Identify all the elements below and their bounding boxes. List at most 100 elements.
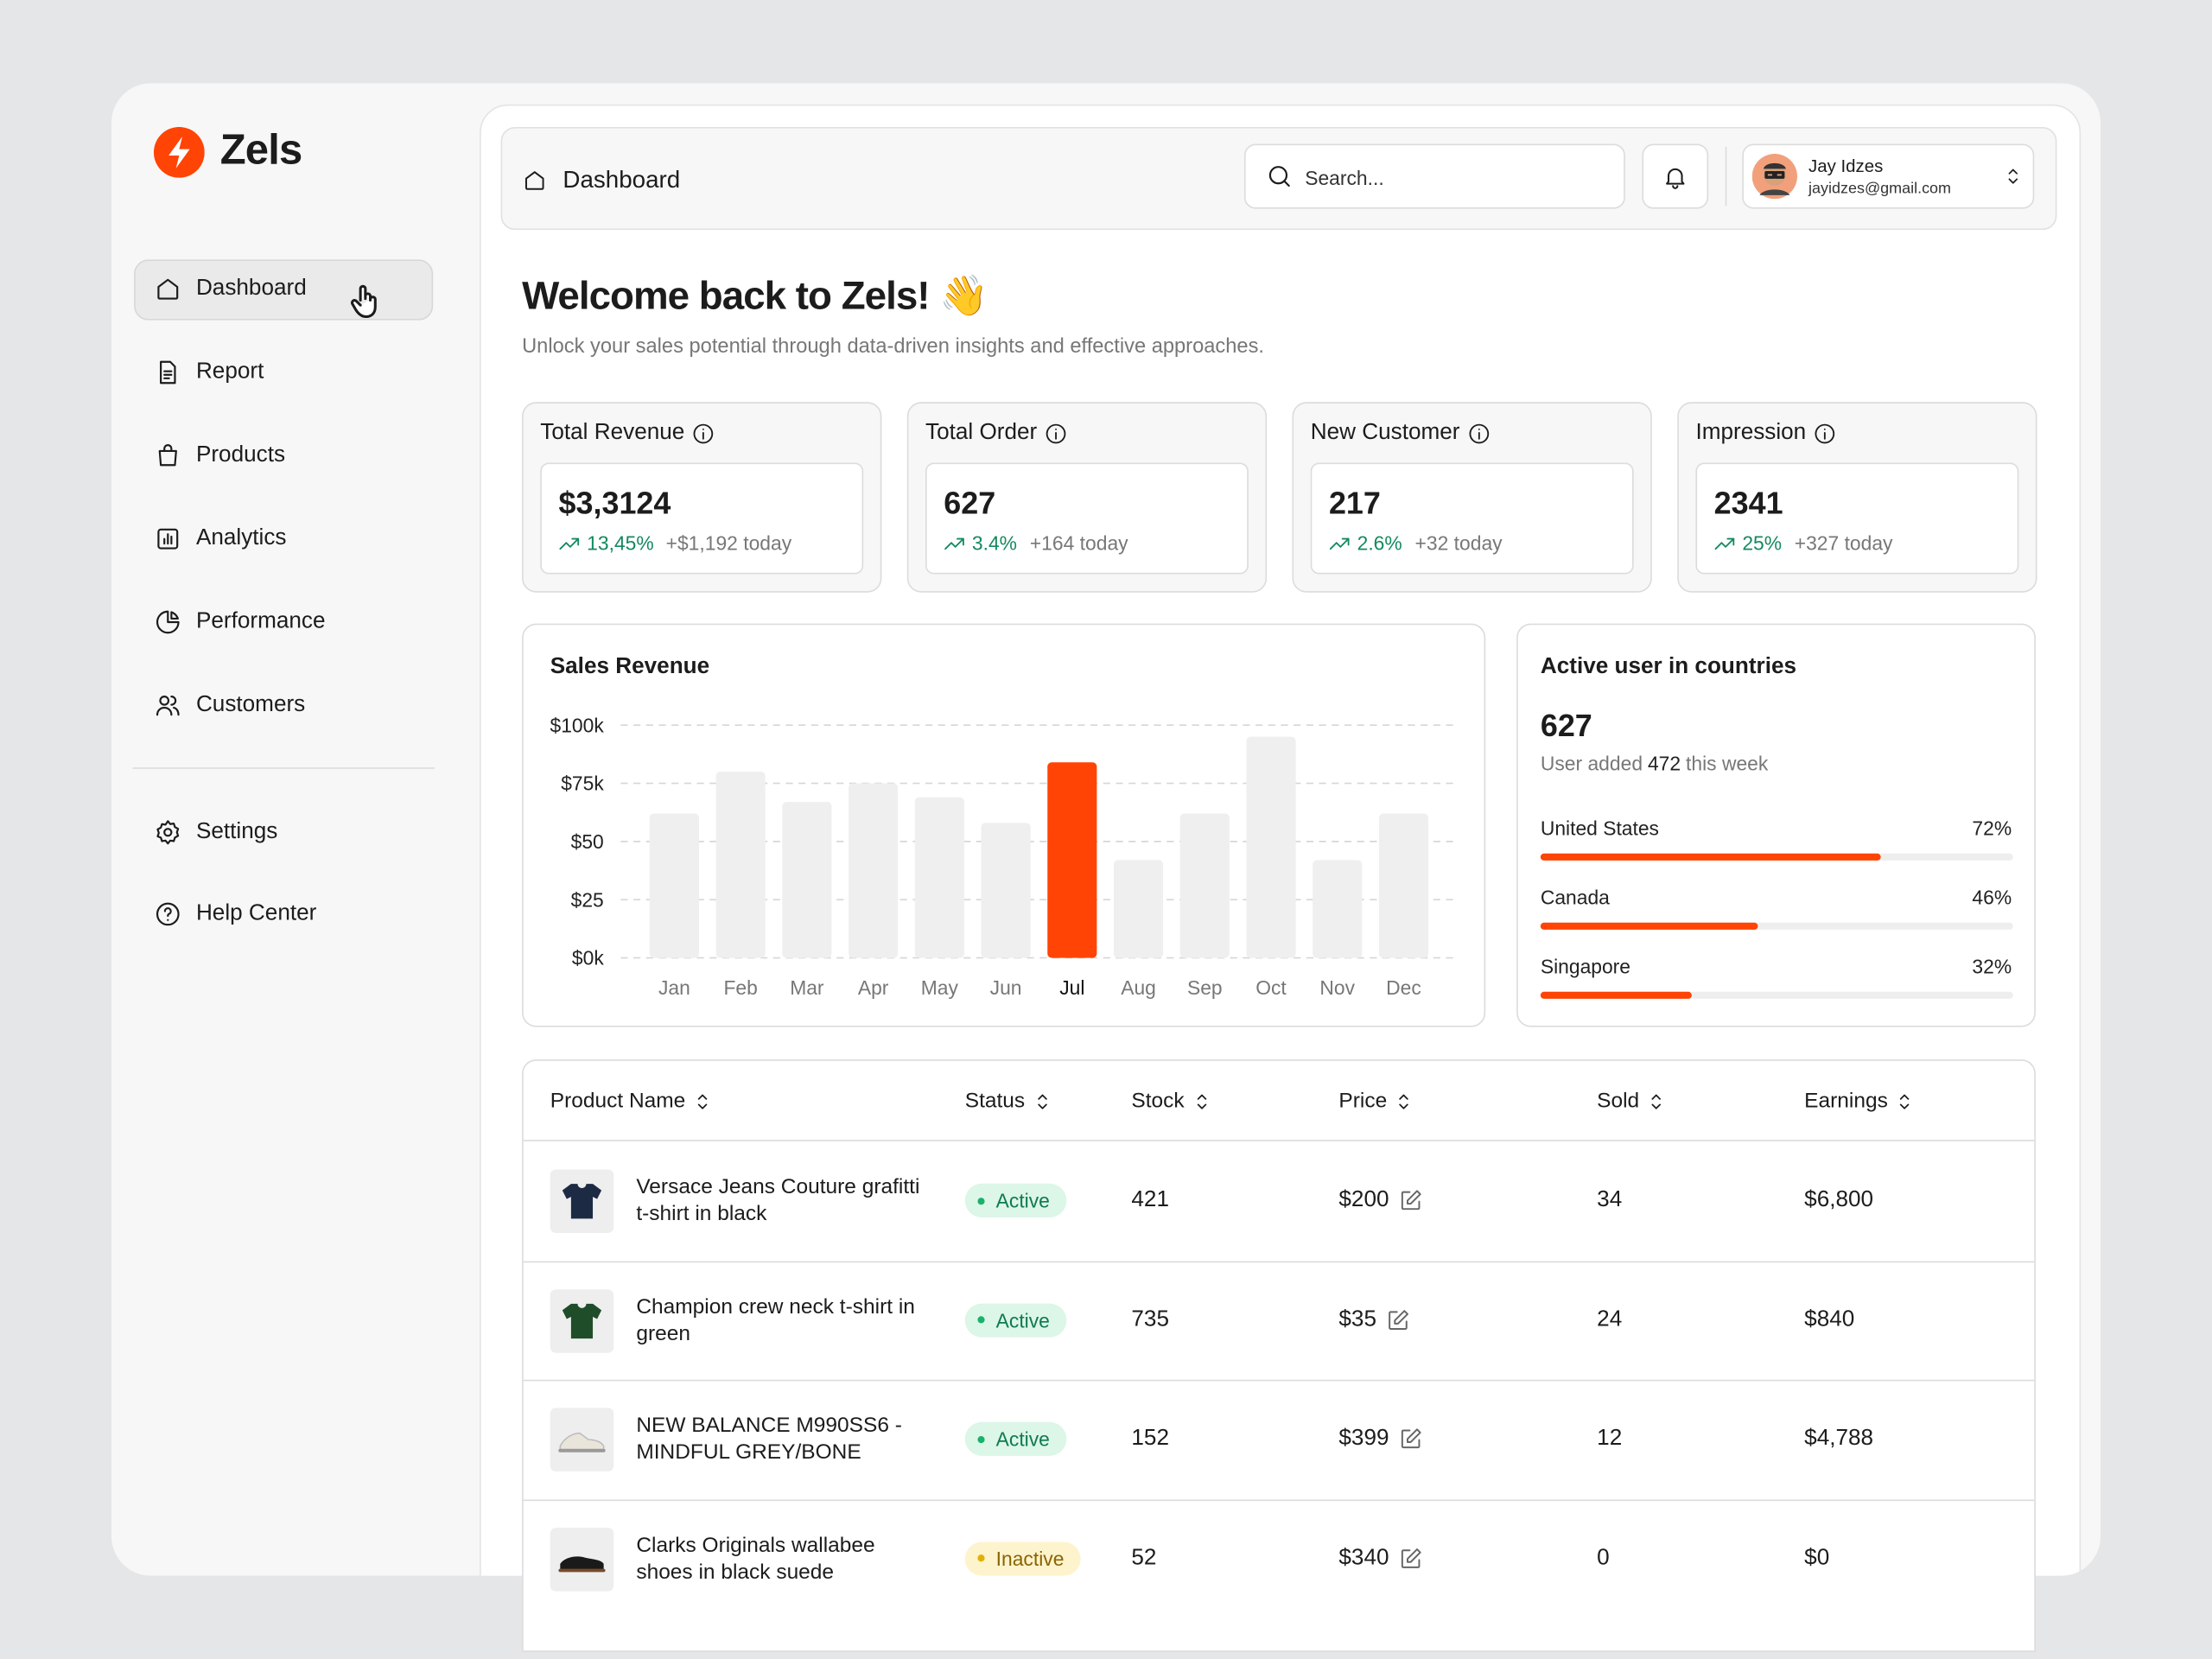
nav-item[interactable]: Settings [195, 819, 278, 844]
note-before: User added [1540, 752, 1643, 775]
bell-icon [1666, 168, 1685, 189]
user-email: jayidzes@gmail.com [1808, 180, 1952, 198]
separator [1725, 146, 1727, 207]
brand: Zels [219, 126, 303, 174]
table-cell: $340 [1338, 1545, 1389, 1570]
nav-icon [160, 360, 176, 385]
note-count: 472 [1647, 752, 1681, 775]
icon-part [562, 1303, 602, 1338]
chart-card [522, 623, 1486, 1027]
icon-part [1341, 537, 1350, 546]
edit-icon [1401, 1428, 1421, 1449]
icon-part [156, 902, 180, 926]
icon-part [156, 610, 180, 634]
nav-item[interactable]: Analytics [195, 525, 287, 550]
table-cell: $200 [1338, 1187, 1389, 1212]
nav-icon [156, 820, 180, 845]
stat-inner [925, 462, 1249, 575]
column-header[interactable]: Sold [1597, 1089, 1640, 1114]
icon-part [168, 136, 190, 168]
sort-icon [1899, 1094, 1910, 1109]
icon-part [957, 537, 964, 546]
product-image [562, 1184, 602, 1219]
icon-part [163, 444, 173, 452]
table-card [522, 1059, 2036, 1652]
nav-icon [157, 528, 179, 550]
icon-part [1407, 1428, 1421, 1443]
avatar [1751, 153, 1797, 200]
status-dot [977, 1197, 985, 1205]
icon-part [1407, 1190, 1421, 1205]
table-cell: 24 [1597, 1306, 1623, 1332]
stat-value: 2341 [1713, 485, 1783, 521]
row-line [523, 1379, 2035, 1382]
nav-item[interactable]: Help Center [195, 901, 317, 926]
nav-item[interactable]: Report [195, 359, 264, 385]
icon-part [562, 1184, 602, 1219]
page-title: Dashboard [563, 166, 681, 194]
stat-today: +32 today [1414, 531, 1503, 555]
nav-icon [158, 444, 177, 467]
status-dot [977, 1554, 985, 1562]
column-header[interactable]: Price [1338, 1089, 1388, 1114]
info-icon [693, 423, 714, 444]
icon-part [159, 696, 170, 706]
table-cell: 421 [1131, 1187, 1169, 1212]
trend-icon [559, 537, 580, 550]
nav-item[interactable]: Dashboard [195, 276, 307, 301]
icon-part [1399, 1094, 1408, 1109]
icon-part [170, 611, 179, 620]
table-cell: $840 [1804, 1306, 1855, 1332]
icon-part [163, 533, 173, 545]
icon-part [1046, 423, 1066, 444]
icon-part [1329, 537, 1350, 550]
welcome-subtitle: Unlock your sales potential through data… [522, 335, 1264, 359]
user-name: Jay Idzes [1808, 156, 1884, 177]
note-after: this week [1686, 752, 1769, 775]
stat-label: Impression [1695, 420, 1807, 445]
icon-part [1038, 1094, 1047, 1109]
row-line [523, 1498, 2035, 1501]
stat-value: $3,3124 [558, 485, 671, 521]
nav-item[interactable]: Products [195, 442, 286, 467]
icon-part [1389, 1310, 1408, 1330]
icon-part [2008, 168, 2018, 184]
column-header[interactable]: Earnings [1804, 1089, 1888, 1114]
stat-inner [1310, 462, 1634, 575]
sort-icon [1038, 1094, 1047, 1109]
trend-icon [1714, 537, 1735, 550]
icon-part [1283, 180, 1290, 188]
search-box[interactable] [1244, 143, 1625, 209]
info-icon [1046, 423, 1066, 444]
stat-change: 25% [1742, 531, 1783, 555]
icon-part [1651, 1094, 1661, 1109]
product-image [558, 1555, 606, 1572]
icon-part [525, 171, 544, 190]
welcome-title: Welcome back to Zels! 👋 [522, 273, 988, 318]
row-line [523, 1260, 2035, 1262]
product-name: NEW BALANCE M990SS6 - MINDFUL GREY/BONE [636, 1413, 902, 1465]
icon-part [350, 284, 377, 319]
icon-part [1899, 1094, 1910, 1109]
table-cell: $399 [1338, 1426, 1389, 1451]
product-name: Versace Jeans Couture grafitti t-shirt i… [636, 1175, 920, 1226]
icon-part [1815, 423, 1835, 444]
column-header[interactable]: Stock [1131, 1089, 1185, 1114]
stat-today: +327 today [1794, 531, 1893, 555]
bell-button[interactable] [1642, 143, 1709, 209]
search-icon [1268, 166, 1290, 188]
nav-item[interactable]: Performance [195, 609, 326, 634]
column-header[interactable]: Status [964, 1089, 1026, 1114]
status-dot [977, 1316, 985, 1324]
cursor [350, 284, 377, 319]
search-placeholder: Search... [1305, 166, 1384, 189]
column-header[interactable]: Product Name [550, 1089, 686, 1114]
icon-part [170, 696, 180, 716]
icon-part [1666, 168, 1685, 185]
icon-part [163, 828, 173, 837]
nav-item[interactable]: Customers [195, 692, 306, 717]
nav-icon [156, 902, 180, 926]
nav-icon [156, 696, 180, 716]
icon-part [158, 449, 177, 467]
